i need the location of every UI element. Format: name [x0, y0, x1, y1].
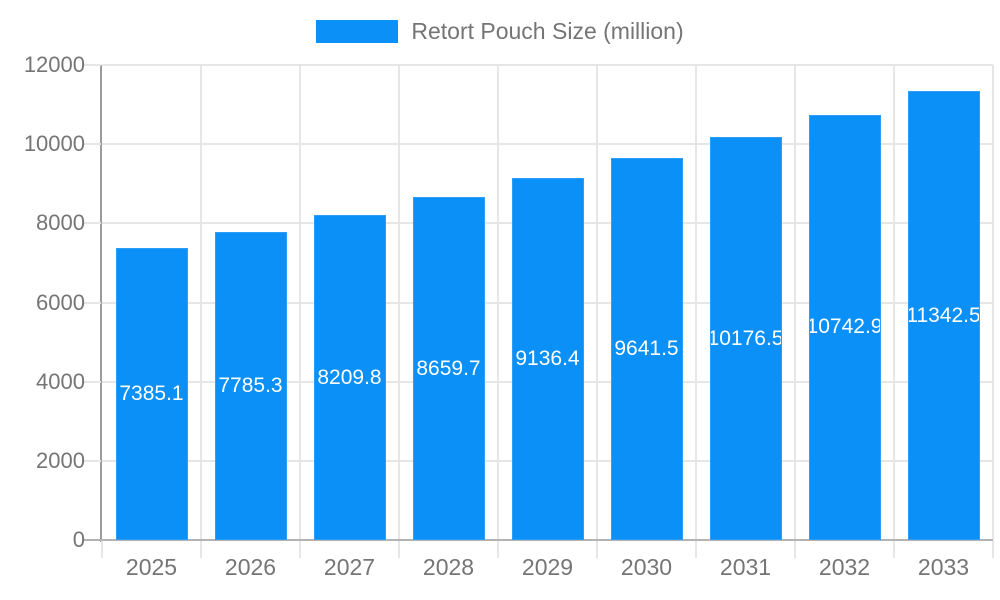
bar-value-label: 8659.7 — [416, 356, 481, 380]
y-tick-label: 8000 — [36, 210, 85, 236]
y-tick-label: 0 — [72, 527, 85, 552]
bar-value-label: 10742.9 — [808, 315, 881, 339]
legend-swatch — [316, 20, 399, 43]
gridline-vertical — [992, 65, 994, 540]
y-axis-line — [100, 65, 102, 542]
bar[interactable]: 11342.5 — [907, 91, 980, 540]
x-tick-label: 2033 — [917, 554, 970, 580]
gridline-vertical — [398, 65, 400, 540]
bar-value-label: 7385.1 — [119, 381, 184, 405]
bar[interactable]: 8659.7 — [412, 197, 485, 540]
y-tick-label: 4000 — [36, 368, 85, 394]
bar-value-label: 9641.5 — [614, 337, 679, 361]
y-tick-label: 2000 — [36, 447, 85, 473]
y-axis-tick — [84, 222, 101, 225]
x-axis-tick — [101, 541, 103, 558]
x-axis-tick — [794, 541, 796, 558]
x-axis-tick — [200, 541, 202, 558]
y-tick-label: 6000 — [36, 289, 85, 315]
x-tick-label: 2032 — [818, 554, 871, 580]
legend-label: Retort Pouch Size (million) — [411, 18, 684, 44]
x-tick-label: 2027 — [323, 554, 376, 580]
x-axis-tick — [497, 541, 499, 558]
gridline-horizontal — [102, 143, 993, 146]
gridline-vertical — [893, 65, 895, 540]
x-tick-label: 2026 — [224, 554, 277, 580]
x-axis-tick — [992, 541, 994, 558]
x-tick-label: 2028 — [422, 554, 475, 580]
plot-area: 7385.1 7785.3 8209.8 8659.7 9136.4 9641.5 1017… — [102, 65, 993, 540]
y-axis-tick — [84, 459, 101, 462]
bar-value-label: 7785.3 — [218, 373, 283, 397]
gridline-vertical — [794, 65, 796, 540]
x-tick-label: 2031 — [719, 554, 772, 580]
y-axis-tick — [84, 143, 101, 146]
x-axis-tick — [893, 541, 895, 558]
bar[interactable]: 7785.3 — [214, 231, 287, 540]
bar[interactable]: 10742.9 — [808, 114, 881, 540]
bar[interactable]: 10176.5 — [709, 137, 782, 540]
x-tick-label: 2025 — [125, 554, 178, 580]
bar-value-label: 8209.8 — [317, 365, 382, 389]
x-axis-tick — [596, 541, 598, 558]
gridline-horizontal — [102, 64, 993, 66]
gridline-vertical — [497, 65, 499, 540]
bar[interactable]: 9641.5 — [610, 158, 683, 540]
x-axis-line — [84, 539, 993, 541]
x-axis-tick — [695, 541, 697, 558]
y-tick-label: 12000 — [23, 52, 85, 77]
bar-value-label: 11342.5 — [907, 303, 980, 327]
x-tick-label: 2030 — [620, 554, 673, 580]
bar-value-label: 9136.4 — [515, 347, 580, 371]
bar[interactable]: 7385.1 — [115, 247, 188, 540]
bar[interactable]: 9136.4 — [511, 178, 584, 540]
legend[interactable]: Retort Pouch Size (million) — [0, 18, 1000, 45]
x-tick-label: 2029 — [521, 554, 574, 580]
x-axis-tick — [398, 541, 400, 558]
y-axis-tick — [84, 380, 101, 383]
bar[interactable]: 8209.8 — [313, 215, 386, 540]
y-axis-tick — [84, 539, 101, 541]
bar-value-label: 10176.5 — [709, 326, 782, 350]
gridline-vertical — [695, 65, 697, 540]
y-tick-label: 10000 — [23, 131, 85, 157]
gridline-vertical — [200, 65, 202, 540]
gridline-vertical — [299, 65, 301, 540]
y-axis-tick — [84, 64, 101, 66]
gridline-vertical — [596, 65, 598, 540]
x-axis-tick — [299, 541, 301, 558]
y-axis-tick — [84, 301, 101, 304]
